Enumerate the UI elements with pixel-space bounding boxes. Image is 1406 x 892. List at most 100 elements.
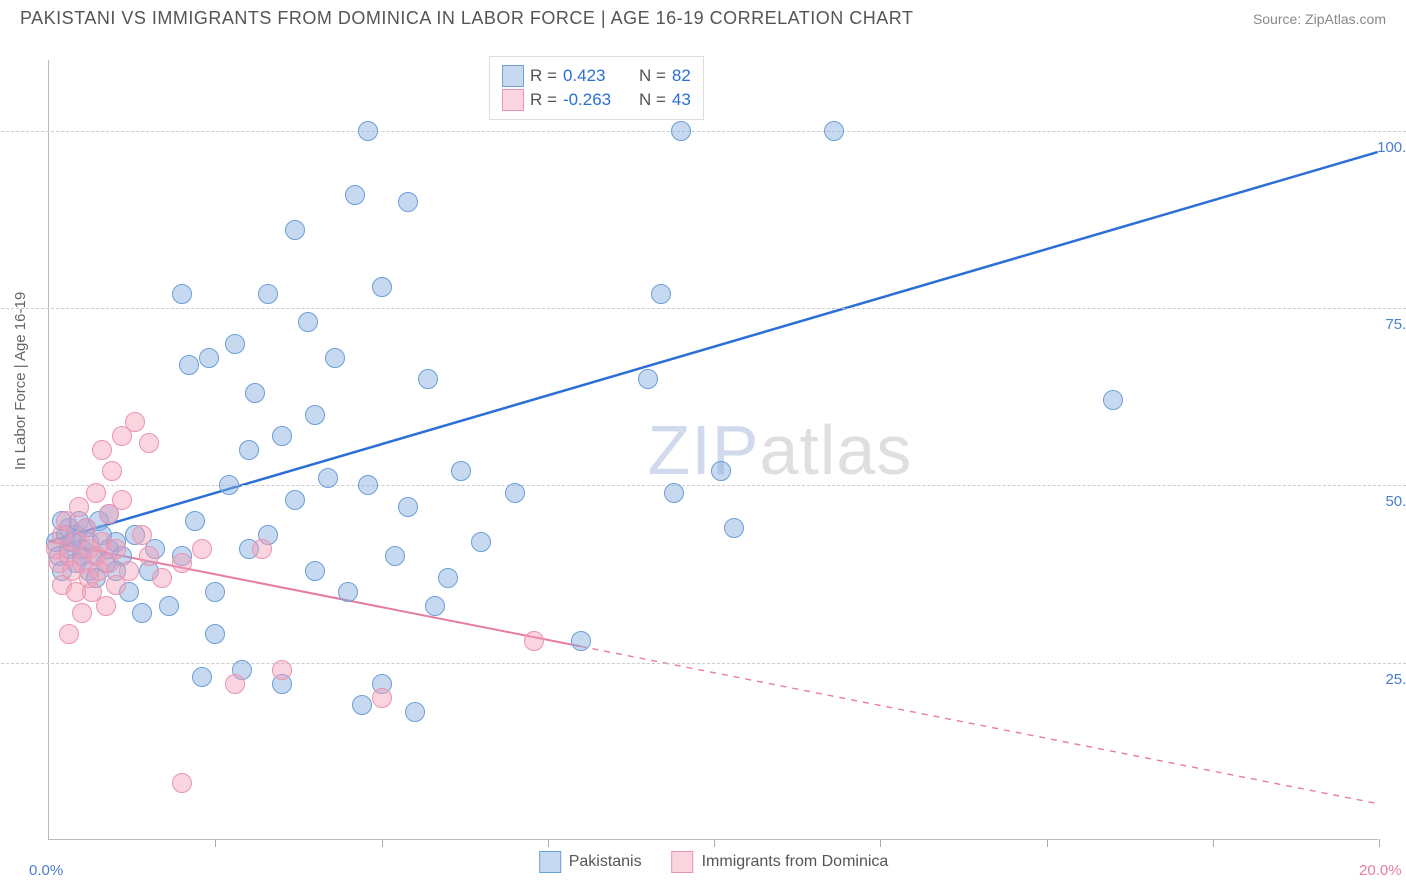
- data-point: [471, 532, 491, 552]
- data-point: [102, 461, 122, 481]
- data-point: [159, 596, 179, 616]
- data-point: [451, 461, 471, 481]
- data-point: [225, 334, 245, 354]
- chart-title: PAKISTANI VS IMMIGRANTS FROM DOMINICA IN…: [20, 8, 913, 29]
- legend-row: R =0.423N =82: [502, 65, 691, 87]
- x-tick-mark: [548, 839, 549, 847]
- correlation-legend: R =0.423N =82R =-0.263N =43: [489, 56, 704, 120]
- data-point: [298, 312, 318, 332]
- data-point: [285, 490, 305, 510]
- data-point: [318, 468, 338, 488]
- plot-area: ZIPatlas R =0.423N =82R =-0.263N =43 Pak…: [48, 60, 1378, 840]
- chart-container: In Labor Force | Age 16-19 ZIPatlas R = 0…: [0, 40, 1406, 892]
- data-point: [252, 539, 272, 559]
- data-point: [1103, 390, 1123, 410]
- data-point: [338, 582, 358, 602]
- data-point: [824, 121, 844, 141]
- legend-swatch: [502, 65, 524, 87]
- data-point: [571, 631, 591, 651]
- data-point: [398, 192, 418, 212]
- x-tick-mark: [382, 839, 383, 847]
- y-tick-label: 100.0%: [1377, 139, 1406, 156]
- data-point: [219, 475, 239, 495]
- data-point: [139, 546, 159, 566]
- data-point: [651, 284, 671, 304]
- data-point: [69, 497, 89, 517]
- trend-line-solid: [49, 152, 1377, 541]
- data-point: [372, 277, 392, 297]
- data-point: [345, 185, 365, 205]
- data-point: [438, 568, 458, 588]
- data-point: [172, 284, 192, 304]
- data-point: [358, 121, 378, 141]
- data-point: [285, 220, 305, 240]
- data-point: [205, 582, 225, 602]
- x-tick-mark: [1379, 839, 1380, 847]
- data-point: [106, 539, 126, 559]
- gridline-h: [1, 663, 1406, 664]
- data-point: [245, 383, 265, 403]
- r-value: -0.263: [563, 90, 633, 110]
- data-point: [119, 561, 139, 581]
- data-point: [638, 369, 658, 389]
- data-point: [86, 483, 106, 503]
- x-tick-mark: [880, 839, 881, 847]
- data-point: [96, 596, 116, 616]
- data-point: [724, 518, 744, 538]
- data-point: [92, 440, 112, 460]
- y-tick-label: 50.0%: [1385, 493, 1406, 510]
- x-tick-mark: [1213, 839, 1214, 847]
- trend-line-dashed: [581, 646, 1378, 803]
- y-tick-label: 75.0%: [1385, 316, 1406, 333]
- legend-swatch: [539, 851, 561, 873]
- data-point: [305, 561, 325, 581]
- data-point: [205, 624, 225, 644]
- data-point: [325, 348, 345, 368]
- r-label: R =: [530, 90, 557, 110]
- legend-row: R = -0.263 N = 43: [502, 89, 691, 111]
- data-point: [352, 695, 372, 715]
- n-value: 43: [672, 90, 691, 110]
- data-point: [711, 461, 731, 481]
- series-legend: Pakistanis Immigrants from Dominica: [539, 851, 889, 873]
- y-axis-label: In Labor Force | Age 16-19: [12, 292, 29, 470]
- data-point: [179, 355, 199, 375]
- data-point: [139, 433, 159, 453]
- watermark: ZIPatlas: [648, 410, 913, 490]
- data-point: [239, 440, 259, 460]
- x-tick-mark: [1047, 839, 1048, 847]
- data-point: [76, 518, 96, 538]
- x-tick-mark: [215, 839, 216, 847]
- gridline-h: [1, 131, 1406, 132]
- data-point: [305, 405, 325, 425]
- data-point: [192, 539, 212, 559]
- data-point: [418, 369, 438, 389]
- data-point: [132, 603, 152, 623]
- data-point: [664, 483, 684, 503]
- legend-swatch: [502, 89, 524, 111]
- n-label: N =: [639, 90, 666, 110]
- legend-label: Pakistanis: [569, 853, 642, 871]
- data-point: [172, 773, 192, 793]
- data-point: [358, 475, 378, 495]
- data-point: [258, 284, 278, 304]
- data-point: [185, 511, 205, 531]
- source-label: Source: ZipAtlas.com: [1253, 11, 1386, 27]
- data-point: [132, 525, 152, 545]
- data-point: [192, 667, 212, 687]
- data-point: [671, 121, 691, 141]
- legend-item: Immigrants from Dominica: [672, 851, 889, 873]
- data-point: [505, 483, 525, 503]
- data-point: [225, 674, 245, 694]
- x-tick-label-left: 0.0%: [29, 862, 63, 879]
- gridline-h: [1, 308, 1406, 309]
- data-point: [405, 702, 425, 722]
- x-tick-mark: [714, 839, 715, 847]
- data-point: [425, 596, 445, 616]
- legend-swatch: [672, 851, 694, 873]
- data-point: [112, 490, 132, 510]
- n-label: N =: [639, 66, 666, 86]
- legend-item: Pakistanis: [539, 851, 642, 873]
- n-value: 82: [672, 66, 691, 86]
- data-point: [372, 688, 392, 708]
